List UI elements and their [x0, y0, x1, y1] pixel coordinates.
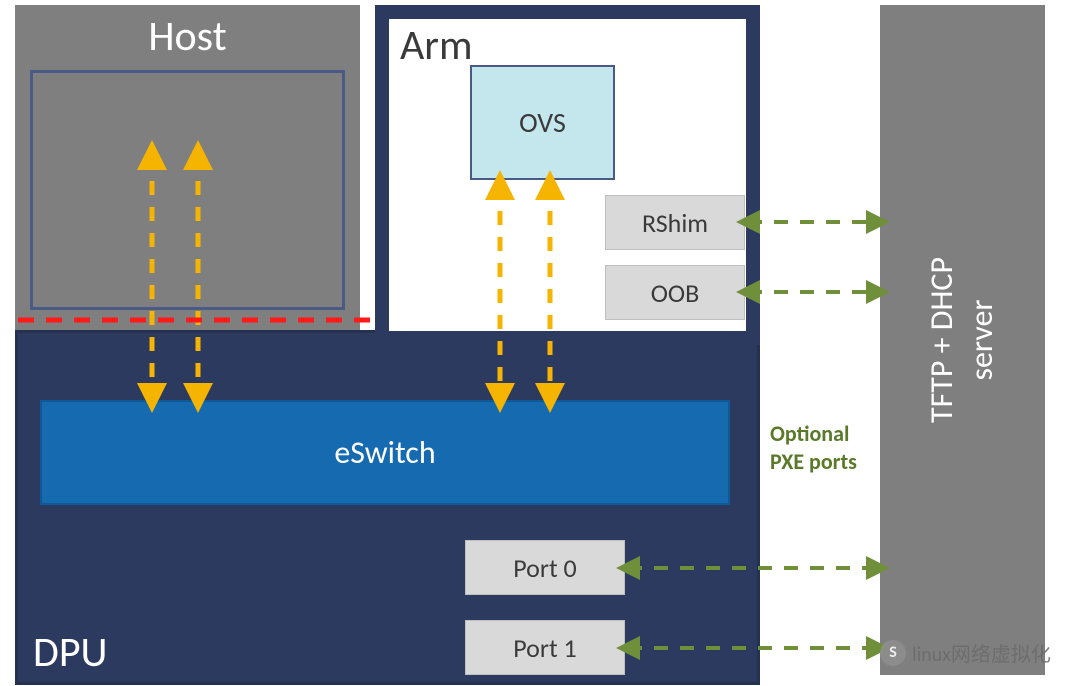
port1-box: Port 1: [465, 620, 625, 675]
dpu-box: [15, 330, 760, 685]
ovs-box: OVS: [470, 65, 615, 180]
watermark-icon: S: [880, 640, 906, 666]
eswitch-box: eSwitch: [40, 400, 730, 505]
rshim-box: RShim: [605, 195, 745, 250]
watermark-text: linux网络虚拟化: [912, 638, 1051, 667]
oob-label: OOB: [651, 277, 700, 309]
ovs-label: OVS: [519, 105, 566, 140]
server-label: TFTP + DHCP server: [923, 257, 1003, 423]
rshim-label: RShim: [642, 207, 708, 239]
port0-box: Port 0: [465, 540, 625, 595]
server-box: TFTP + DHCP server: [880, 5, 1045, 675]
host-label: Host: [148, 11, 226, 62]
watermark: Slinux网络虚拟化: [880, 638, 1051, 667]
host-inner-box: [30, 70, 345, 310]
eswitch-label: eSwitch: [334, 433, 435, 472]
oob-box: OOB: [605, 265, 745, 320]
port0-label: Port 0: [513, 552, 576, 584]
arm-label: Arm: [400, 20, 473, 71]
optional-pxe-label: Optional PXE ports: [770, 420, 857, 475]
dpu-label: DPU: [33, 627, 107, 678]
port1-label: Port 1: [513, 632, 576, 664]
